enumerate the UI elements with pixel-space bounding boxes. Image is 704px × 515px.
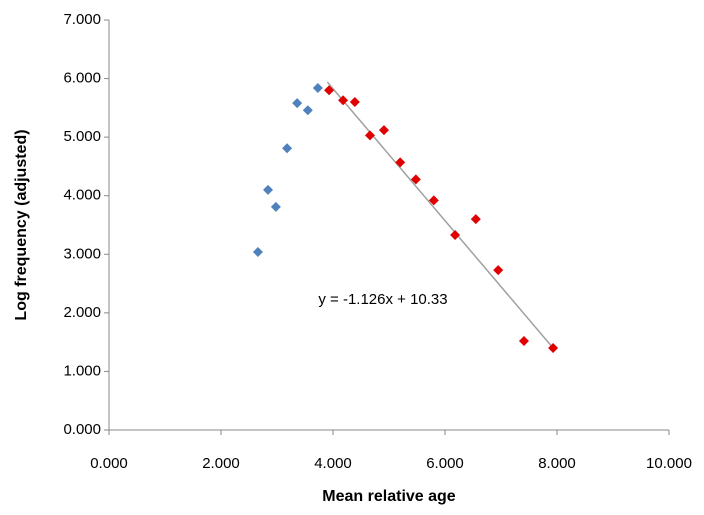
point bbox=[252, 246, 263, 257]
point bbox=[270, 201, 281, 212]
point bbox=[450, 229, 461, 240]
point bbox=[338, 95, 349, 106]
point bbox=[378, 125, 389, 136]
point bbox=[364, 130, 375, 141]
point bbox=[518, 335, 529, 346]
point bbox=[410, 174, 421, 185]
y-axis-title: Log frequency (adjusted) bbox=[13, 129, 30, 320]
trendline bbox=[326, 81, 554, 349]
x-tick-label: 10.000 bbox=[646, 455, 692, 472]
x-axis-title: Mean relative age bbox=[322, 488, 456, 505]
y-tick-label: 3.000 bbox=[63, 245, 101, 262]
point bbox=[493, 265, 504, 276]
x-tick-label: 8.000 bbox=[538, 455, 576, 472]
x-tick-label: 2.000 bbox=[202, 455, 240, 472]
point bbox=[428, 195, 439, 206]
y-tick-label: 2.000 bbox=[63, 304, 101, 321]
y-tick-label: 1.000 bbox=[63, 362, 101, 379]
point bbox=[349, 97, 360, 107]
y-tick-label: 6.000 bbox=[63, 70, 101, 87]
point bbox=[302, 105, 313, 116]
annotation: y = -1.126x + 10.33 bbox=[318, 291, 447, 308]
x-tick-label: 4.000 bbox=[314, 455, 352, 472]
point bbox=[282, 143, 293, 154]
y-tick-label: 5.000 bbox=[63, 128, 101, 145]
y-tick-label: 4.000 bbox=[63, 187, 101, 204]
y-tick-label: 7.000 bbox=[63, 11, 101, 28]
point bbox=[324, 85, 335, 96]
y-tick-label: 0.000 bbox=[63, 421, 101, 438]
point bbox=[470, 214, 481, 225]
point bbox=[292, 98, 303, 109]
point bbox=[548, 343, 559, 353]
point bbox=[312, 82, 323, 93]
point bbox=[395, 157, 406, 168]
x-tick-label: 6.000 bbox=[426, 455, 464, 472]
x-tick-label: 0.000 bbox=[90, 455, 128, 472]
point bbox=[263, 184, 274, 195]
